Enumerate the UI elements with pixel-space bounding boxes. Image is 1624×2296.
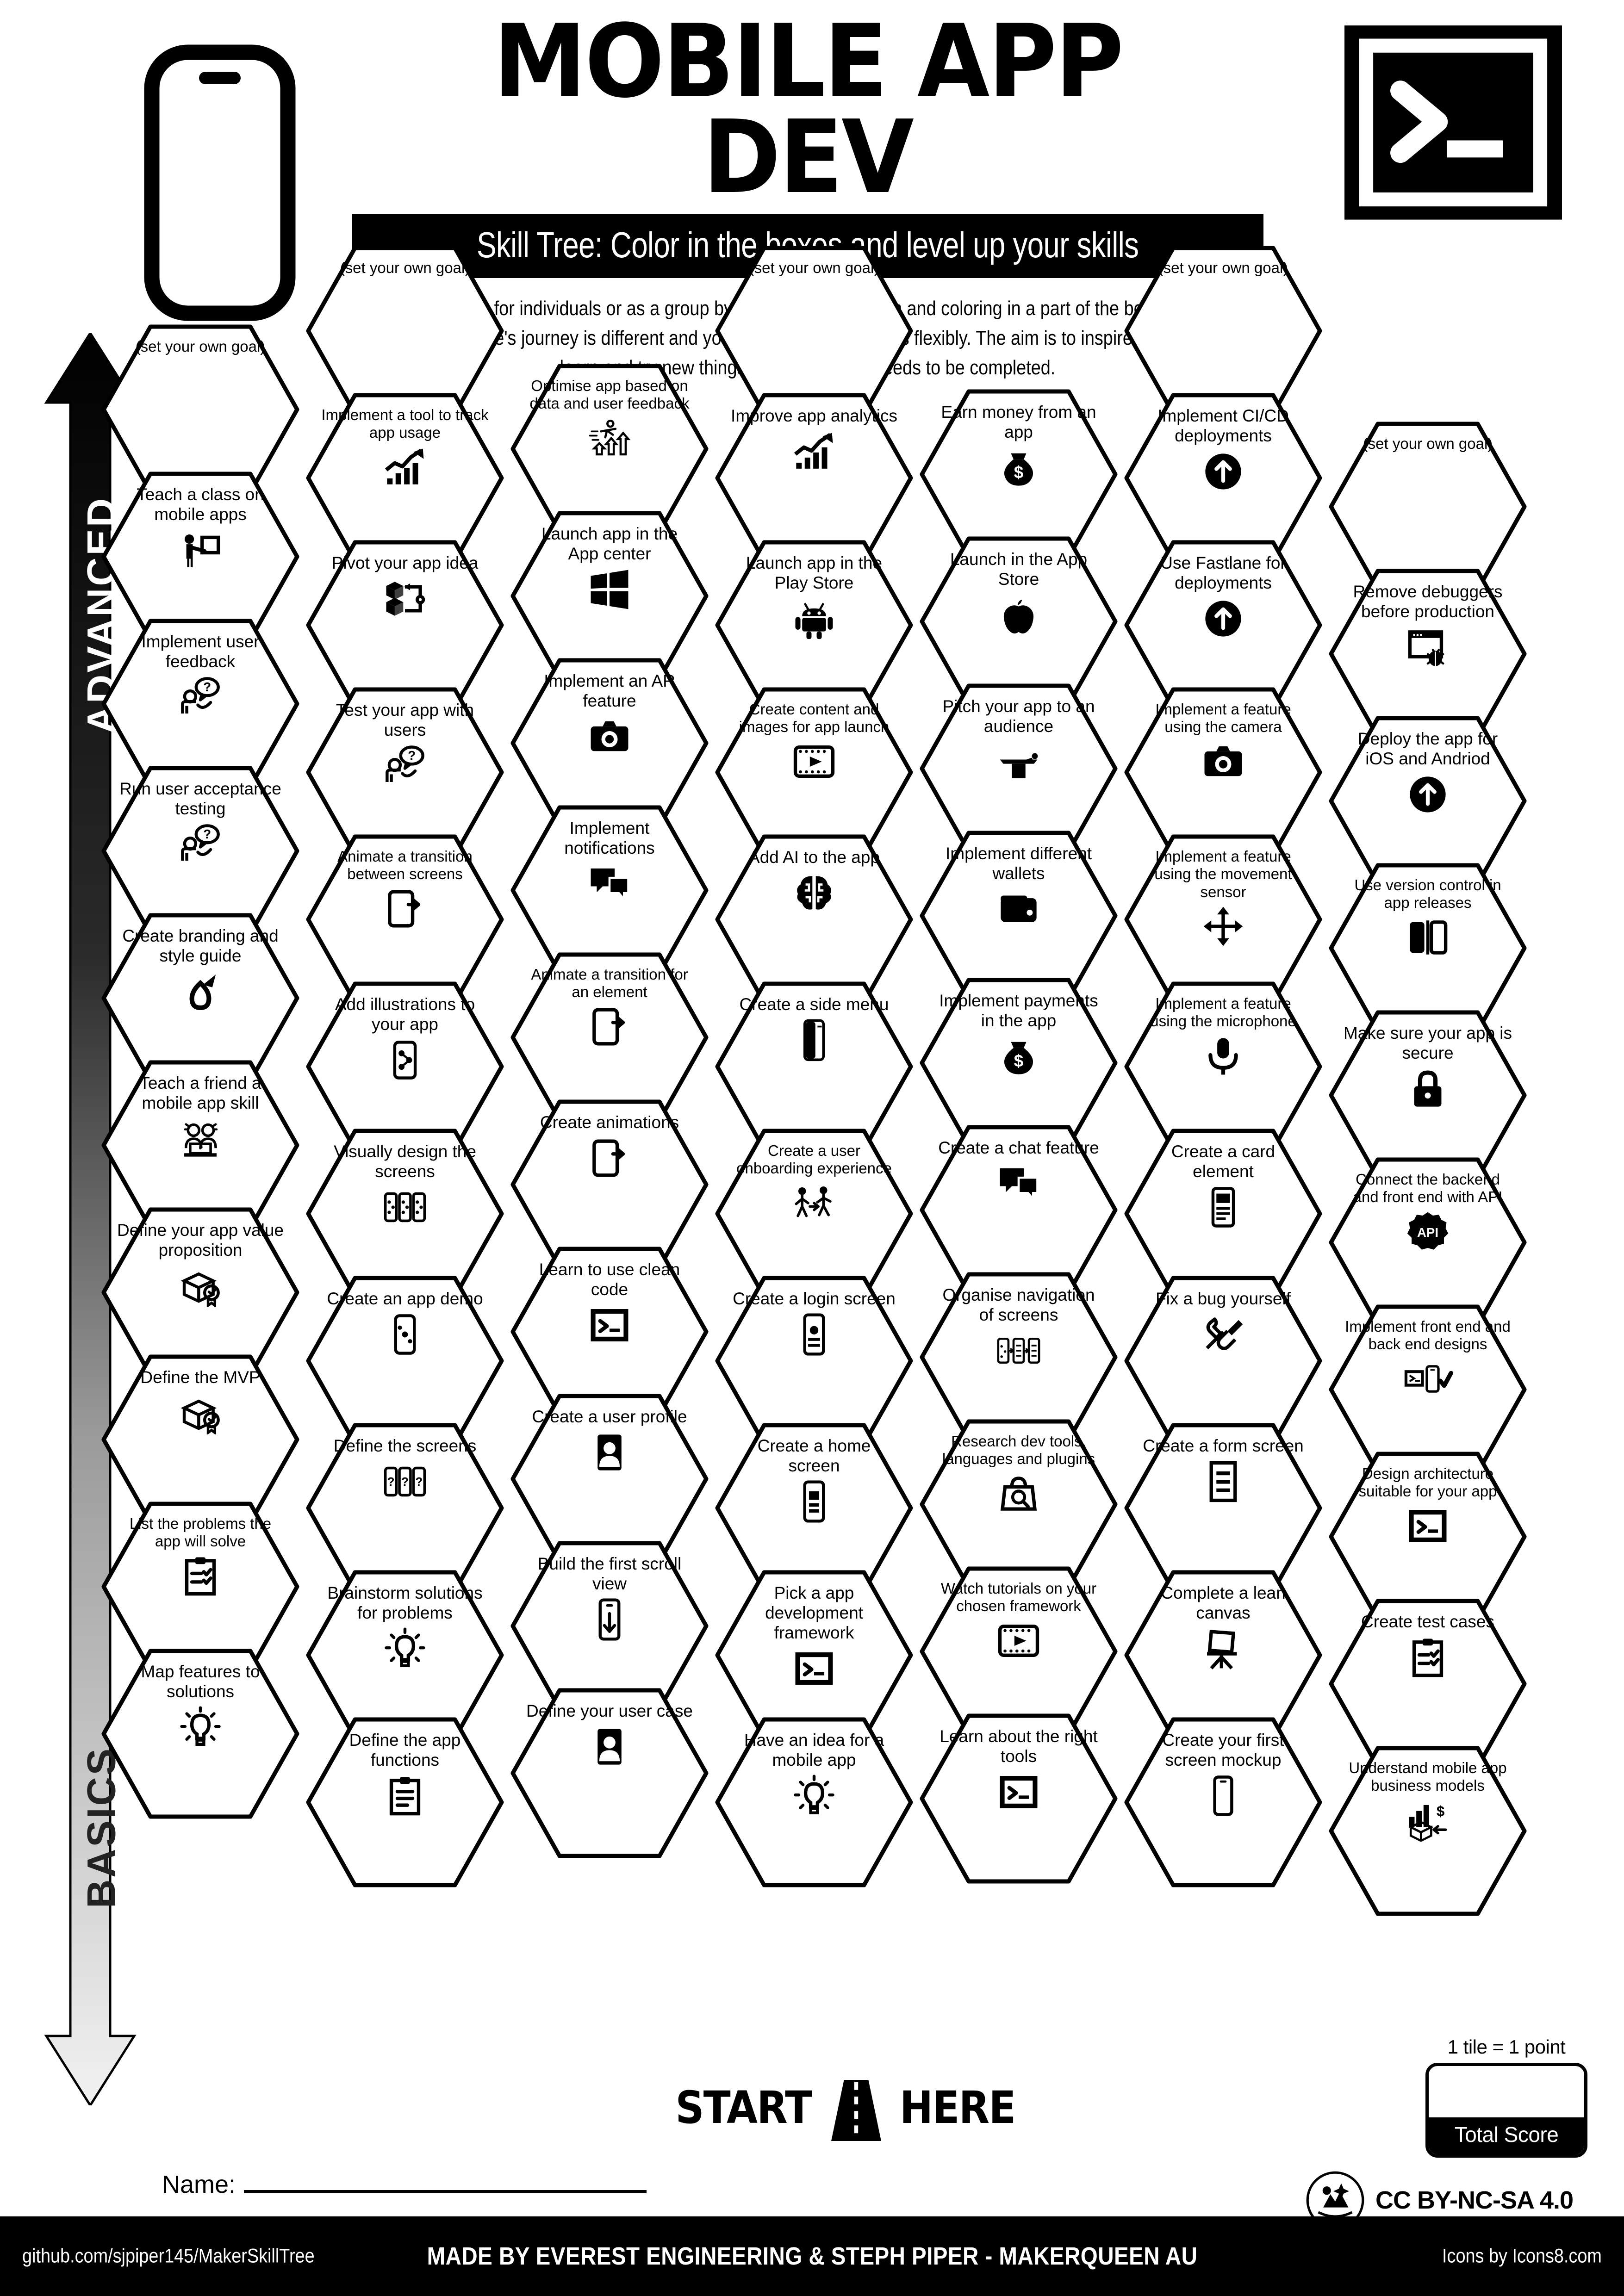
skill-tile[interactable]: Visually design the screens: [305, 1128, 504, 1299]
skill-tile[interactable]: Earn money from an app $: [919, 389, 1118, 560]
skill-tile[interactable]: Optimise app based on data and user feed…: [510, 363, 709, 534]
page-footer: github.com/sjpiper145/MakerSkillTree MAD…: [0, 2216, 1624, 2296]
skill-tile[interactable]: Pick a app development framework: [715, 1570, 914, 1741]
skill-tile[interactable]: Implement a feature using the movement s…: [1124, 834, 1323, 1005]
skill-tile[interactable]: Implement notifications: [510, 805, 709, 976]
skill-tile[interactable]: Complete a lean canvas: [1124, 1570, 1323, 1741]
skill-tile[interactable]: Understand mobile app business models $: [1328, 1745, 1527, 1917]
name-field[interactable]: Name:: [162, 2170, 647, 2199]
skill-tile[interactable]: Animate a transition for an element: [510, 952, 709, 1123]
skill-tile[interactable]: Fix a bug yourself: [1124, 1275, 1323, 1446]
skill-tile[interactable]: Run user acceptance testing?: [101, 765, 300, 937]
skill-tile[interactable]: Use version control in app releases: [1328, 863, 1527, 1034]
skill-tile[interactable]: List the problems the app will solve: [101, 1501, 300, 1672]
skill-tile[interactable]: (set your own goal): [305, 245, 504, 416]
skill-tile[interactable]: Create content and images for app launch: [715, 687, 914, 858]
skill-tile[interactable]: Teach a class on mobile apps: [101, 471, 300, 642]
skill-tile[interactable]: Create a form screen: [1124, 1422, 1323, 1594]
here-word: HERE: [899, 2082, 1015, 2134]
skill-tile[interactable]: (set your own goal): [1328, 421, 1527, 592]
terminal-console-icon: [1344, 25, 1562, 220]
skill-tile[interactable]: Launch app in the Play Store: [715, 540, 914, 711]
skill-tile[interactable]: Make sure your app is secure: [1328, 1010, 1527, 1181]
skill-tile[interactable]: Implement an AR feature: [510, 658, 709, 829]
name-input-line[interactable]: [244, 2190, 647, 2193]
mobile-phone-icon: [143, 44, 296, 321]
skill-tile[interactable]: Implement CI/CD deployments: [1124, 392, 1323, 564]
skill-tile[interactable]: Implement payments in the app $: [919, 977, 1118, 1148]
skill-tile[interactable]: Teach a friend a mobile app skill: [101, 1060, 300, 1231]
skill-tile[interactable]: Use Fastlane for deployments: [1124, 540, 1323, 711]
skill-hex-grid: (set your own goal) Teach a class on mobi…: [0, 246, 1624, 2101]
skill-tile[interactable]: Define the screens???: [305, 1422, 504, 1594]
skill-tile[interactable]: Test your app with users?: [305, 687, 504, 858]
skill-tile[interactable]: Add illustrations to your app: [305, 981, 504, 1152]
skill-tile[interactable]: Define your user case: [510, 1688, 709, 1859]
skill-tile[interactable]: Create your first screen mockup: [1124, 1717, 1323, 1888]
skill-tile[interactable]: Learn to use clean code: [510, 1246, 709, 1417]
skill-tile[interactable]: Improve app analytics: [715, 392, 914, 564]
skill-tile[interactable]: (set your own goal): [1124, 245, 1323, 416]
skill-tile[interactable]: Implement user feedback?: [101, 618, 300, 789]
skill-tile[interactable]: Define your app value proposition: [101, 1207, 300, 1378]
skill-tile[interactable]: Implement a feature using the camera: [1124, 687, 1323, 858]
skill-tile[interactable]: Create an app demo: [305, 1275, 504, 1446]
name-label: Name:: [162, 2171, 236, 2198]
skill-tile[interactable]: Implement different wallets: [919, 830, 1118, 1001]
footer-icons-credit[interactable]: Icons by Icons8.com: [1442, 2245, 1602, 2267]
skill-tile[interactable]: Brainstorm solutions for problems: [305, 1570, 504, 1741]
skill-tile[interactable]: Create a card element: [1124, 1128, 1323, 1299]
skill-tile[interactable]: Design architecture suitable for your ap…: [1328, 1451, 1527, 1622]
footer-repo-link[interactable]: github.com/sjpiper145/MakerSkillTree: [22, 2245, 315, 2267]
skill-tile[interactable]: Learn about the right tools: [919, 1713, 1118, 1884]
skill-tile[interactable]: Research dev tools, languages and plugin…: [919, 1419, 1118, 1590]
total-score-box[interactable]: Total Score: [1425, 2063, 1587, 2158]
skill-tile[interactable]: Add AI to the app: [715, 834, 914, 1005]
skill-tile[interactable]: Launch in the App Store: [919, 536, 1118, 707]
footer-credit: MADE BY EVEREST ENGINEERING & STEPH PIPE…: [427, 2242, 1197, 2270]
skill-tile[interactable]: Create test cases: [1328, 1598, 1527, 1769]
skill-tile[interactable]: Pitch your app to an audience: [919, 683, 1118, 854]
skill-tile[interactable]: Deploy the app for iOS and Andriod: [1328, 715, 1527, 887]
skill-tile[interactable]: Define the MVP: [101, 1354, 300, 1525]
skill-tile[interactable]: Connect the backend and front end with A…: [1328, 1157, 1527, 1328]
skill-tile[interactable]: Have an idea for a mobile app: [715, 1717, 914, 1888]
skill-tile[interactable]: Create a user onboarding experience: [715, 1128, 914, 1299]
skill-tile[interactable]: Create a login screen: [715, 1275, 914, 1446]
skill-tile[interactable]: Create a home screen: [715, 1422, 914, 1594]
skill-tile[interactable]: Remove debuggers before production: [1328, 568, 1527, 739]
page-title: MOBILE APP DEV: [493, 3, 1124, 217]
skill-tile[interactable]: Organise navigation of screens: [919, 1272, 1118, 1443]
license-text: CC BY-NC-SA 4.0: [1375, 2186, 1574, 2214]
skill-tile[interactable]: Map features to solutions: [101, 1648, 300, 1819]
skill-tile[interactable]: (set your own goal): [715, 245, 914, 416]
skill-tile[interactable]: Build the first scroll view: [510, 1540, 709, 1712]
skill-tile[interactable]: Launch app in the App center: [510, 510, 709, 682]
score-area: 1 tile = 1 point Total Score: [1425, 2036, 1587, 2158]
skill-tile[interactable]: Watch tutorials on your chosen framework: [919, 1566, 1118, 1737]
license-row: CC BY-NC-SA 4.0: [1305, 2170, 1574, 2230]
skill-tile[interactable]: Create a user profile: [510, 1393, 709, 1564]
skill-tile[interactable]: Create animations: [510, 1099, 709, 1270]
skill-tile[interactable]: Implement front end and back end designs: [1328, 1304, 1527, 1475]
skill-tile[interactable]: Create a side menu: [715, 981, 914, 1152]
skill-tile[interactable]: Animate a transition between screens: [305, 834, 504, 1005]
skill-tile[interactable]: Implement a tool to track app usage: [305, 392, 504, 564]
road-icon: [828, 2080, 884, 2141]
skill-tile[interactable]: Create a chat feature: [919, 1124, 1118, 1296]
start-here-marker: START HERE: [662, 2078, 1027, 2141]
skill-tile[interactable]: Implement a feature using the microphone: [1124, 981, 1323, 1152]
tile-point-note: 1 tile = 1 point: [1447, 2036, 1566, 2058]
skill-tile[interactable]: (set your own goal): [101, 324, 300, 495]
total-score-label: Total Score: [1429, 2117, 1584, 2154]
skill-tile[interactable]: Define the app functions: [305, 1717, 504, 1888]
skill-tile[interactable]: Pivot your app idea: [305, 540, 504, 711]
start-word: START: [675, 2082, 812, 2134]
skill-tile[interactable]: Create branding and style guide: [101, 912, 300, 1084]
